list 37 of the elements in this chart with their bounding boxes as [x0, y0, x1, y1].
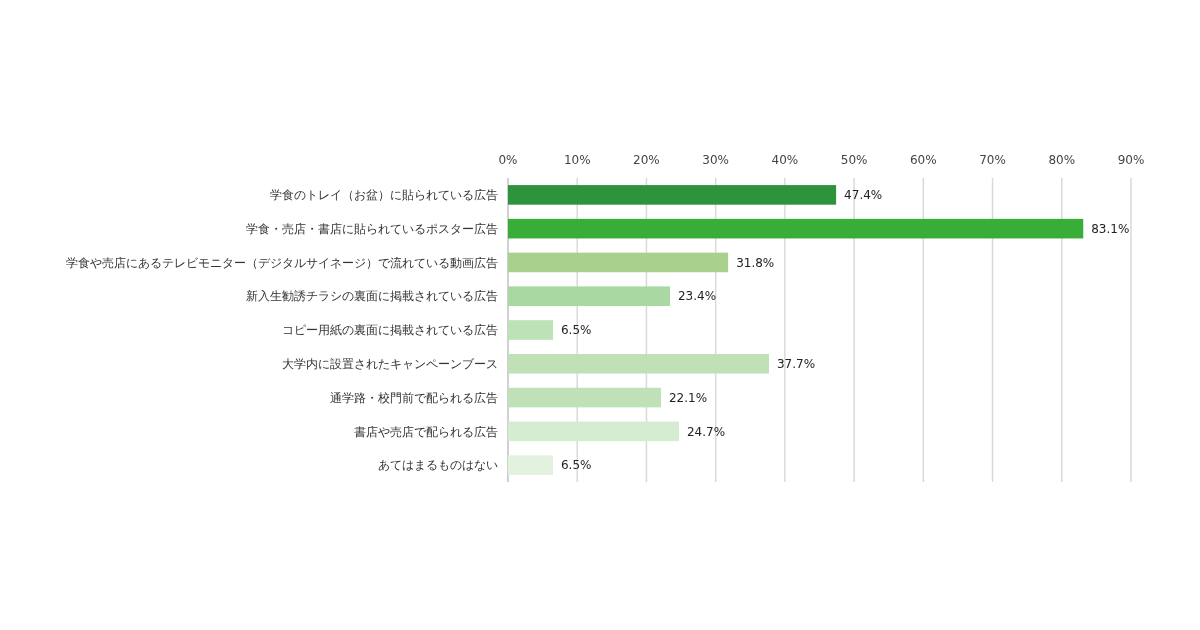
bar — [508, 421, 679, 442]
y-tick-label: 新入生勧誘チラシの裏面に掲載されている広告 — [246, 289, 498, 304]
bar — [508, 387, 661, 408]
y-tick-label: 書店や売店で配られる広告 — [354, 424, 498, 439]
y-tick-label: 学食・売店・書店に貼られているポスター広告 — [246, 221, 498, 236]
data-label: 31.8% — [736, 255, 775, 270]
y-tick-label: 通学路・校門前で配られる広告 — [330, 390, 498, 405]
data-label: 6.5% — [560, 458, 592, 473]
data-label: 47.4% — [844, 188, 883, 203]
y-tick-label: あてはまるものはない — [378, 458, 498, 473]
data-label: 23.4% — [677, 289, 717, 304]
data-label: 83.1% — [1091, 221, 1130, 236]
data-label: 6.5% — [560, 323, 592, 338]
y-tick-label: コピー用紙の裏面に掲載されている広告 — [282, 323, 498, 338]
x-tick-label: 70% — [979, 153, 1006, 167]
bar — [508, 252, 729, 273]
data-label: 37.7% — [776, 356, 816, 371]
x-tick-label: 40% — [771, 153, 799, 167]
x-tick-label: 0% — [498, 153, 518, 167]
bar — [508, 286, 670, 307]
x-tick-label: 60% — [910, 153, 937, 167]
x-tick-label: 50% — [840, 153, 868, 167]
bar — [508, 320, 553, 340]
y-tick-label: 大学内に設置されたキャンペーンブース — [282, 356, 498, 371]
bar — [508, 353, 769, 374]
x-tick-label: 80% — [1048, 153, 1076, 167]
y-tick-label: 学食や売店にあるテレビモニター（デジタルサイネージ）で流れている動画広告 — [66, 255, 498, 270]
y-tick-label: 学食のトレイ（お盆）に貼られている広告 — [270, 188, 498, 203]
x-tick-label: 30% — [702, 153, 729, 167]
data-label: 24.7% — [686, 424, 726, 439]
x-tick-label: 10% — [563, 153, 591, 167]
bar — [508, 218, 1084, 239]
bar — [508, 185, 837, 205]
x-tick-label: 90% — [1117, 153, 1145, 167]
x-tick-label: 20% — [633, 153, 660, 167]
data-label: 22.1% — [668, 390, 708, 405]
bar — [508, 455, 553, 475]
